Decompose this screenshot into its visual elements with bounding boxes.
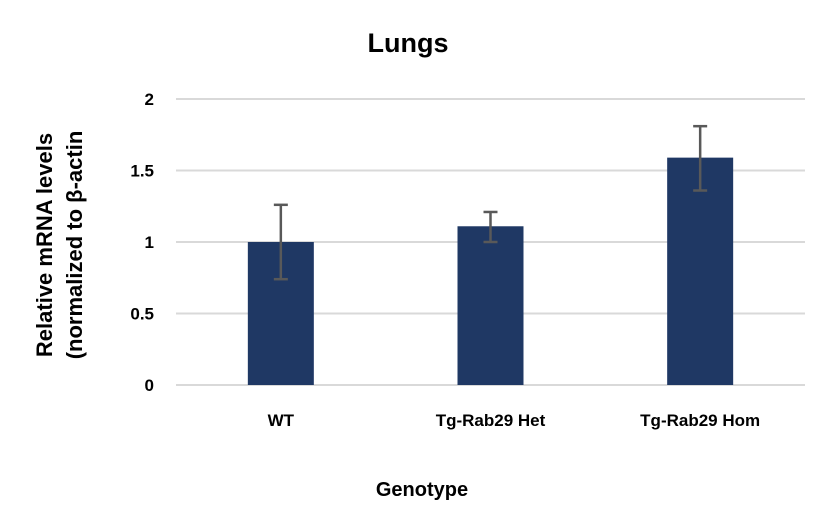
x-category-label: WT [268,411,295,430]
chart-title: Lungs [368,28,449,58]
error-bar [693,124,708,192]
x-category-label: Tg-Rab29 Hom [640,411,760,430]
error-bar [483,210,498,244]
x-axis-label: Genotype [376,479,468,501]
y-tick-label: 1.5 [130,162,154,181]
x-category-label: Tg-Rab29 Het [436,411,546,430]
y-axis-label-line-1: Relative mRNA levels [32,133,57,357]
y-tick-label: 1 [145,233,154,252]
y-tick-label: 2 [145,90,154,109]
y-axis-label-line-2: (normalized to β-actin [62,131,87,360]
error-bars [273,124,708,281]
bars [247,157,734,385]
bar [667,157,734,385]
x-axis-categories: WT Tg-Rab29 Het Tg-Rab29 Hom [268,411,761,430]
y-tick-label: 0.5 [130,305,154,324]
y-axis-label: Relative mRNA levels (normalized to β-ac… [32,131,87,360]
bar [457,226,524,385]
error-bar [273,203,288,281]
y-axis-ticks: 0 0.5 1 1.5 2 [130,90,154,395]
y-tick-label: 0 [145,376,154,395]
